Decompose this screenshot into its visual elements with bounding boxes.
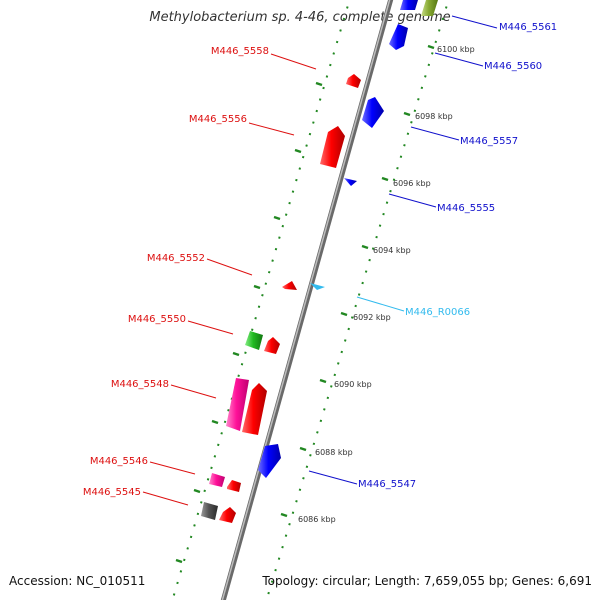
accession-text: Accession: NC_010511: [9, 574, 146, 588]
gene-label-5555: M446_5555: [437, 203, 495, 214]
genome-title: Methylobacterium sp. 4-46, complete geno…: [149, 10, 451, 25]
gene-label-5545: M446_5545: [83, 487, 141, 498]
gene-5552-glyph[interactable]: [282, 281, 297, 290]
gene-label-r0066: M446_R0066: [405, 307, 470, 318]
gene-5560-glyph[interactable]: [421, 0, 438, 16]
gene-5561b-glyph[interactable]: [389, 24, 408, 50]
gene-label-5552: M446_5552: [147, 253, 205, 264]
gene-5555-glyph[interactable]: [344, 178, 357, 186]
genome-backbone: [220, 0, 394, 600]
gene-5547-glyph[interactable]: [258, 444, 281, 478]
scale-ticks: [280, 44, 435, 518]
gene-5556-glyph[interactable]: [320, 126, 345, 168]
gene-5546-glyph[interactable]: [209, 473, 225, 487]
forward-strand-track: [171, 0, 351, 600]
scale-label-6098: 6098 kbp: [415, 112, 453, 121]
gene-5546b-glyph[interactable]: [227, 480, 241, 492]
scale-label-6096: 6096 kbp: [393, 179, 431, 188]
topology-text: Topology: circular; Length: 7,659,055 bp…: [262, 574, 592, 588]
reverse-strand-track: [265, 0, 450, 600]
gene-5550-glyph[interactable]: [245, 331, 263, 350]
gene-5548b-glyph[interactable]: [242, 383, 267, 435]
rna-r0066-glyph[interactable]: [310, 283, 325, 290]
scale-label-6094: 6094 kbp: [373, 246, 411, 255]
scale-label-6088: 6088 kbp: [315, 448, 353, 457]
gene-label-5556: M446_5556: [189, 114, 247, 125]
gene-label-5560: M446_5560: [484, 61, 542, 72]
gene-label-5548: M446_5548: [111, 379, 169, 390]
gene-5561-glyph[interactable]: [400, 0, 418, 10]
gene-5558-glyph[interactable]: [346, 74, 361, 88]
gene-label-5561: M446_5561: [499, 22, 557, 33]
gene-5557-glyph[interactable]: [362, 97, 384, 128]
gene-5550b-glyph[interactable]: [264, 337, 280, 354]
gene-5548-glyph[interactable]: [226, 378, 249, 431]
gene-label-5550: M446_5550: [128, 314, 186, 325]
gene-5545b-glyph[interactable]: [219, 507, 236, 523]
gene-label-5547: M446_5547: [358, 479, 416, 490]
scale-label-6090: 6090 kbp: [334, 380, 372, 389]
gene-label-5546: M446_5546: [90, 456, 148, 467]
gene-5545-glyph[interactable]: [201, 502, 218, 520]
scale-label-6100: 6100 kbp: [437, 45, 475, 54]
right-leader-lines: [308, 15, 498, 485]
scale-label-6092: 6092 kbp: [353, 313, 391, 322]
left-track-ticks: [175, 81, 323, 564]
gene-label-5557: M446_5557: [460, 136, 518, 147]
scale-label-6086: 6086 kbp: [298, 515, 336, 524]
left-leader-lines: [142, 53, 317, 506]
gene-label-5558: M446_5558: [211, 46, 269, 57]
genome-backbone-highlight: [221, 0, 391, 600]
